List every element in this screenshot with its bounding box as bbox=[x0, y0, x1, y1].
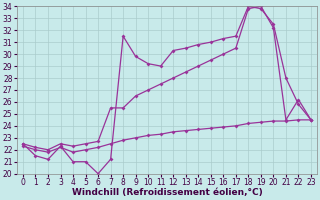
X-axis label: Windchill (Refroidissement éolien,°C): Windchill (Refroidissement éolien,°C) bbox=[72, 188, 262, 197]
